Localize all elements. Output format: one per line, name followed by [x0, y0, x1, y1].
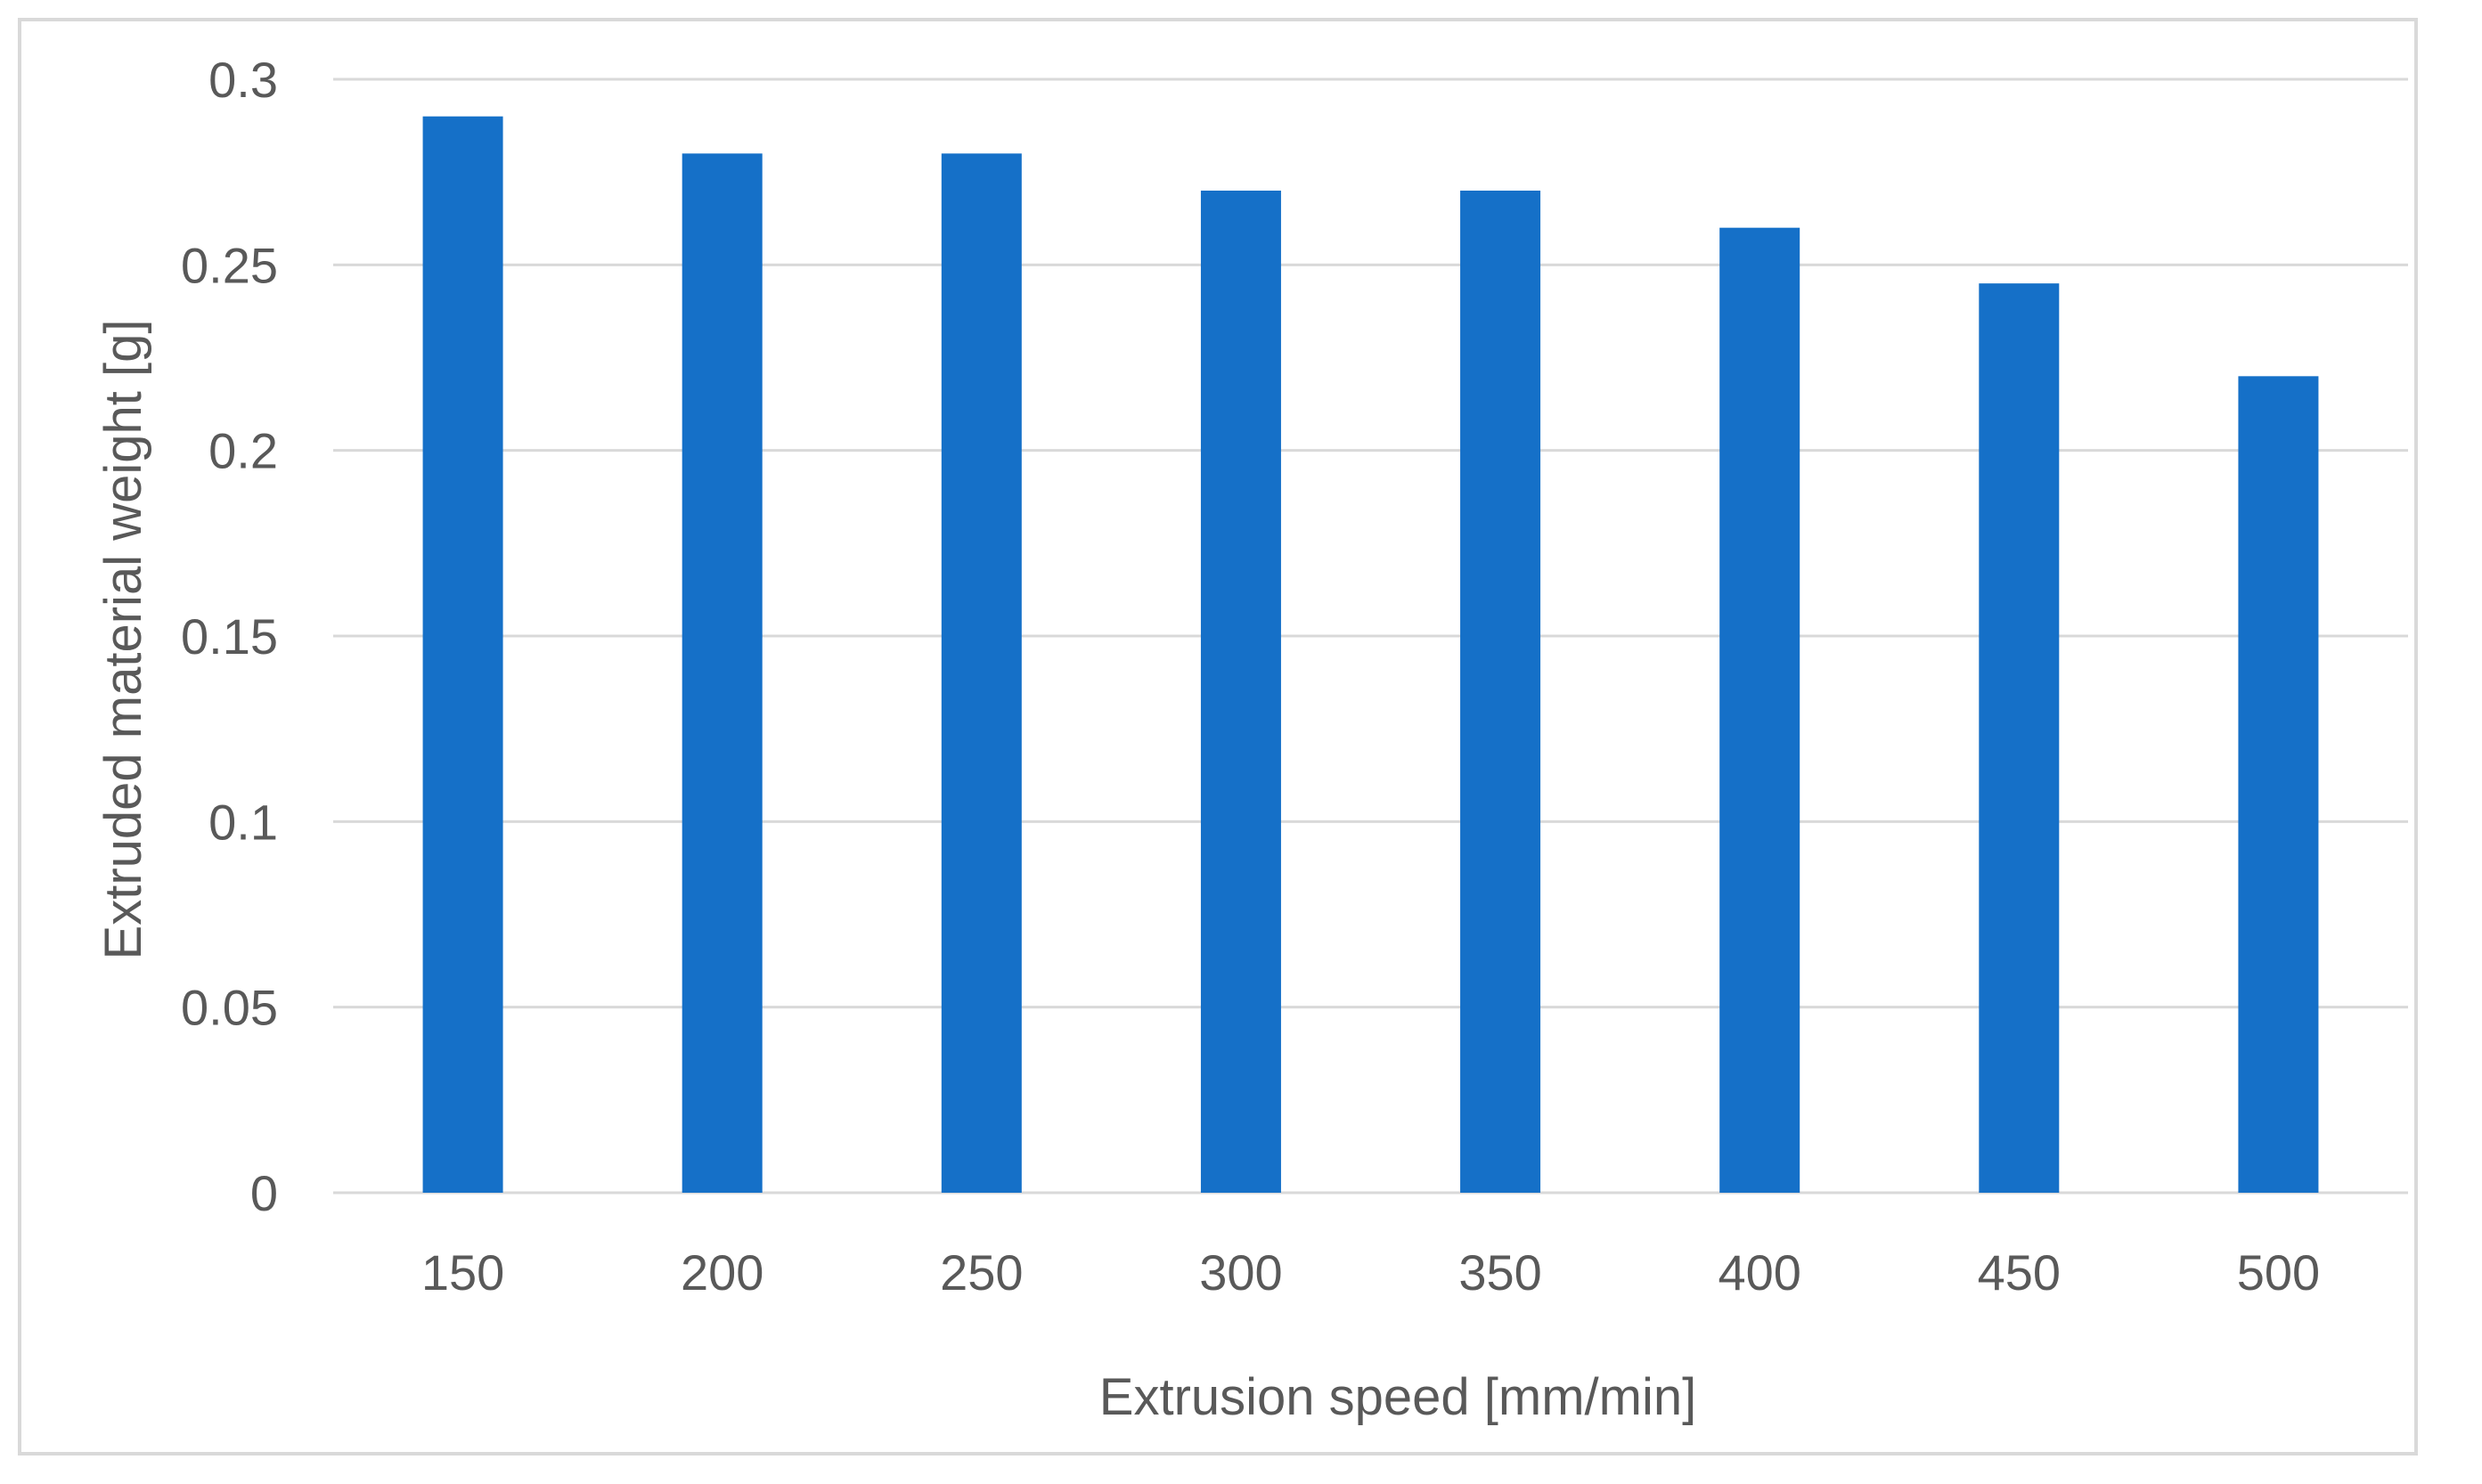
y-tick-label: 0.25 — [181, 237, 278, 293]
x-tick-label: 450 — [1978, 1244, 2061, 1301]
x-tick-labels: 150 200 250 300 350 400 450 500 — [421, 1244, 2320, 1301]
x-tick-label: 350 — [1458, 1244, 1541, 1301]
bar-500 — [2238, 376, 2319, 1193]
y-tick-label: 0.05 — [181, 980, 278, 1036]
x-tick-label: 300 — [1199, 1244, 1282, 1301]
x-axis-title: Extrusion speed [mm/min] — [1099, 1368, 1696, 1426]
bar-300 — [1200, 191, 1281, 1193]
bar-400 — [1719, 227, 1800, 1194]
y-tick-label: 0 — [250, 1165, 278, 1221]
y-axis-title: Extruded material weight [g] — [94, 320, 152, 960]
gridlines — [333, 77, 2408, 1195]
x-tick-label: 400 — [1718, 1244, 1800, 1301]
y-tick-label: 0.2 — [208, 423, 278, 479]
y-tick-labels: 0 0.05 0.1 0.15 0.2 0.25 0.3 — [181, 52, 278, 1221]
bar-150 — [422, 116, 503, 1194]
x-tick-label: 200 — [681, 1244, 763, 1301]
x-tick-label: 250 — [940, 1244, 1023, 1301]
bars — [422, 116, 2319, 1194]
bar-200 — [682, 153, 763, 1193]
y-tick-label: 0.3 — [208, 52, 278, 108]
y-tick-label: 0.1 — [208, 794, 278, 850]
x-tick-label: 500 — [2237, 1244, 2320, 1301]
x-tick-label: 150 — [421, 1244, 504, 1301]
bar-450 — [1979, 283, 2060, 1194]
bar-350 — [1460, 191, 1541, 1193]
bar-250 — [941, 153, 1022, 1193]
y-tick-label: 0.15 — [181, 608, 278, 665]
